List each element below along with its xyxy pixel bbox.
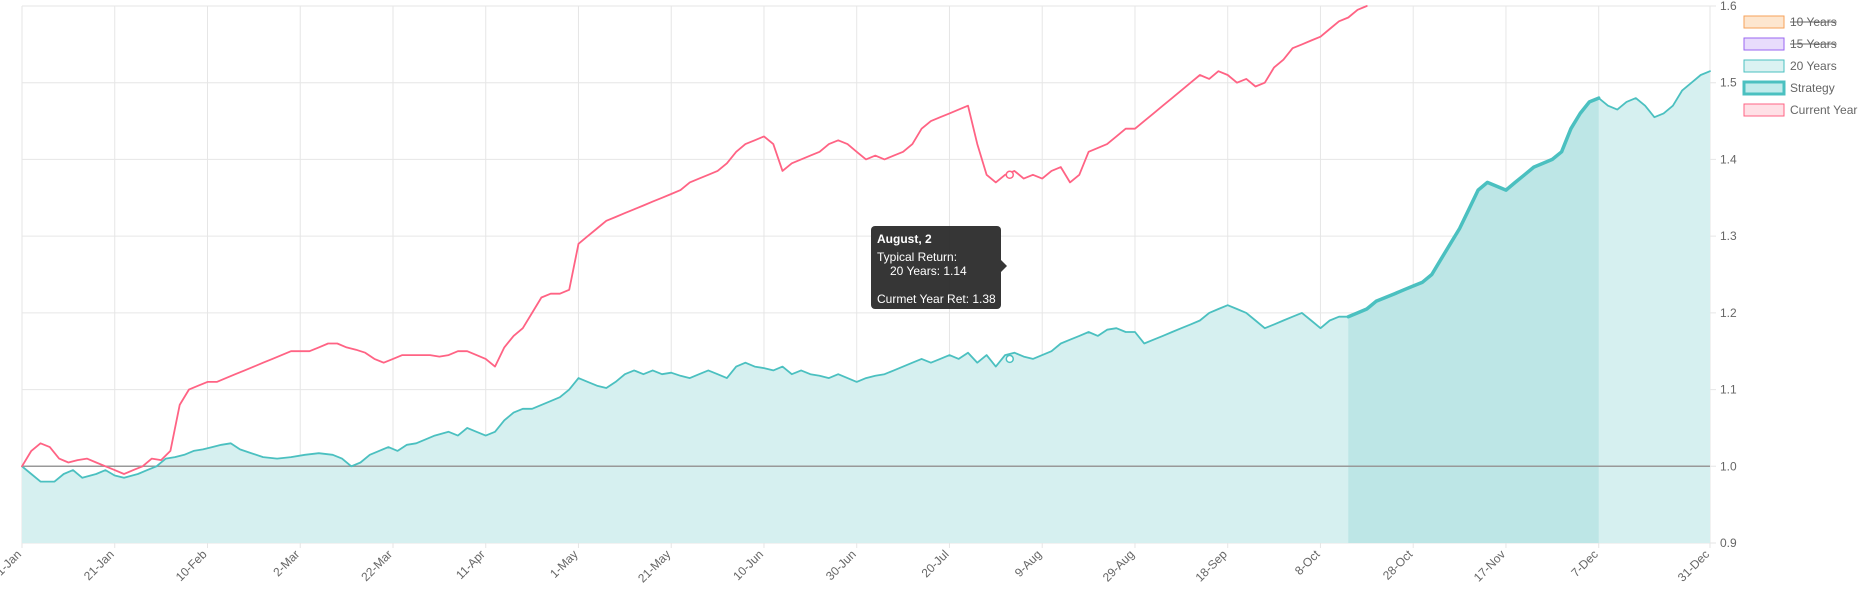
- x-tick-label: 1-Jan: [0, 547, 24, 578]
- legend-label: 20 Years: [1790, 59, 1837, 73]
- current-year-line[interactable]: [21, 5, 1368, 475]
- y-tick-label: 1.6: [1720, 0, 1737, 13]
- tooltip-box: [871, 226, 1001, 309]
- x-axis: 1-Jan 21-Jan 10-Feb 2-Mar 22-Mar 11-Apr 1-May 2…: [0, 547, 1712, 586]
- tooltip-title: August, 2: [877, 232, 932, 246]
- legend-label: Strategy: [1790, 81, 1835, 95]
- x-tick-label: 20-Jul: [919, 547, 952, 580]
- strategy-line[interactable]: [1346, 96, 1601, 319]
- tooltip-line-20-years: 20 Years: 1.14: [890, 264, 967, 278]
- x-tick-label: 17-Nov: [1471, 547, 1508, 584]
- x-tick-label: 22-Mar: [358, 547, 395, 584]
- y-tick-label: 1.3: [1720, 229, 1737, 243]
- legend-swatch: [1742, 80, 1786, 96]
- legend-item-current-year[interactable]: Current Year: [1743, 103, 1857, 117]
- legend-swatch: [1743, 15, 1785, 29]
- legend[interactable]: 10 Years 15 Years 20 Years Strategy Current …: [1742, 15, 1857, 117]
- x-tick-label: 31-Dec: [1675, 547, 1712, 584]
- legend-swatch: [1743, 59, 1785, 73]
- x-tick-label: 30-Jun: [823, 547, 859, 583]
- x-tick-label: 7-Dec: [1568, 547, 1601, 580]
- legend-item-strategy[interactable]: Strategy: [1742, 80, 1835, 96]
- y-tick-label: 0.9: [1720, 536, 1737, 550]
- tooltip-line-current: Curmet Year Ret: 1.38: [877, 292, 996, 306]
- legend-item-20-years[interactable]: 20 Years: [1743, 59, 1837, 73]
- 20-years-hover-point[interactable]: [1005, 354, 1015, 364]
- y-tick-label: 1.2: [1720, 306, 1737, 320]
- legend-item-10-years[interactable]: 10 Years: [1743, 15, 1837, 29]
- y-tick-label: 1.1: [1720, 383, 1737, 397]
- y-tick-label: 1.4: [1720, 152, 1737, 166]
- x-tick-label: 1-May: [547, 547, 580, 580]
- series-lines: [21, 5, 1711, 483]
- x-tick-label: 21-May: [635, 547, 673, 585]
- x-tick-label: 2-Mar: [270, 547, 302, 579]
- y-tick-label: 1.5: [1720, 76, 1737, 90]
- hover-markers: [1005, 170, 1015, 364]
- tooltip: August, 2 Typical Return: 20 Years: 1.14…: [871, 226, 1007, 309]
- x-tick-label: 10-Feb: [173, 547, 210, 584]
- x-tick-label: 29-Aug: [1100, 547, 1137, 584]
- x-tick-label: 10-Jun: [730, 547, 766, 583]
- x-tick-label: 11-Apr: [453, 547, 488, 582]
- x-tick-label: 28-Oct: [1380, 547, 1416, 583]
- legend-swatch: [1743, 103, 1785, 117]
- 20-years-area: [22, 71, 1710, 543]
- series-areas: [22, 71, 1710, 543]
- x-tick-label: 21-Jan: [81, 547, 117, 583]
- tooltip-line-typical: Typical Return:: [877, 250, 957, 264]
- legend-swatch: [1743, 37, 1785, 51]
- tooltip-caret: [1001, 260, 1007, 272]
- current-year-hover-point[interactable]: [1005, 170, 1015, 180]
- x-tick-label: 18-Sep: [1193, 547, 1230, 584]
- x-tick-label: 9-Aug: [1012, 547, 1045, 580]
- y-axis: 0.9 1.0 1.1 1.2 1.3 1.4 1.5 1.6: [1720, 0, 1737, 550]
- y-tick-label: 1.0: [1720, 459, 1737, 473]
- legend-item-15-years[interactable]: 15 Years: [1743, 37, 1837, 51]
- legend-label: Current Year: [1790, 103, 1857, 117]
- x-tick-label: 8-Oct: [1292, 547, 1323, 578]
- strategy-area: [1348, 98, 1599, 543]
